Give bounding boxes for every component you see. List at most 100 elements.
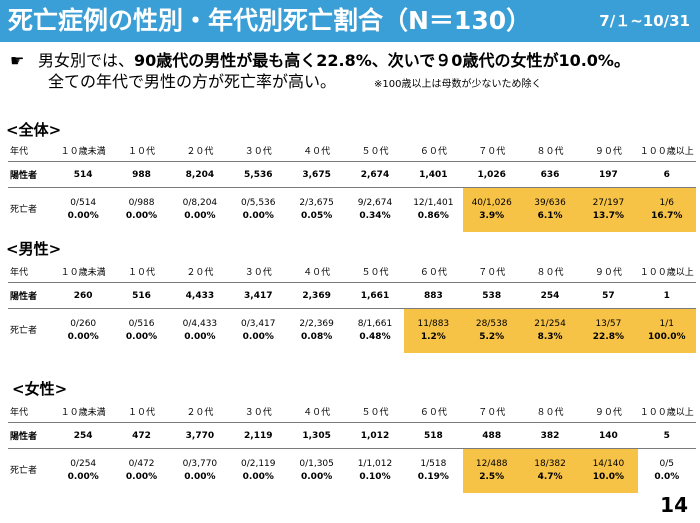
death-cell: 39/636 6.1% (520, 187, 580, 232)
positive-count-row: 陽性者 260 516 4,433 3,417 2,369 1,661 883 538 254 57… (8, 282, 696, 309)
page-number: 14 (660, 493, 688, 517)
death-fraction: 27/197 (592, 198, 625, 208)
row-header-positive: 陽性者 (8, 161, 54, 188)
death-fraction: 0/2,119 (240, 459, 276, 469)
death-cell: 13/57 22.8% (579, 308, 638, 353)
death-cell: 0/254 0.00% (54, 449, 112, 494)
positive-count-cell: 260 (54, 282, 113, 309)
age-header-cell: ６０代 (404, 261, 463, 283)
row-header-death: 死亡者 (10, 204, 38, 215)
death-fraction: 0/8,204 (182, 198, 218, 208)
positive-count-cell: 3,770 (170, 422, 230, 449)
row-header-positive: 陽性者 (8, 282, 54, 309)
death-rate: 0.00% (67, 472, 99, 482)
death-fraction: 21/254 (534, 319, 566, 329)
age-header-cell: ３０代 (229, 261, 288, 283)
age-header-cell: ５０代 (345, 261, 405, 283)
death-rate: 3.9% (479, 211, 505, 221)
death-fraction: 0/260 (70, 319, 97, 329)
death-rate: 0.00% (67, 211, 99, 221)
death-fraction: 0/514 (70, 198, 97, 208)
death-cell: 0/2,119 0.00% (229, 449, 287, 494)
death-cell: 18/382 4.7% (520, 448, 580, 493)
death-fraction: 13/57 (595, 319, 622, 329)
age-header-row: 年代 １０歳未満 １０代 ２０代 ３０代 ４０代 ５０代 ６０代 ７０代 ８０代 ９０代 １００歳以上 (8, 401, 696, 423)
positive-count-cell: 197 (579, 161, 638, 188)
death-rate: 22.8% (592, 332, 625, 342)
death-cell: 9/2,674 0.34% (346, 188, 404, 233)
positive-count-cell: 636 (520, 161, 580, 188)
death-rate: 6.1% (537, 211, 563, 221)
death-cell: 1/518 0.19% (404, 449, 462, 494)
death-fraction: 0/1,305 (299, 459, 334, 469)
death-cell: 11/883 1.2% (404, 308, 463, 353)
age-header-cell: ４０代 (287, 401, 346, 423)
death-rate: 0.34% (359, 211, 391, 221)
death-fraction: 1/518 (420, 459, 447, 469)
positive-count-cell: 1,401 (404, 161, 463, 188)
death-fraction: 8/1,661 (357, 319, 393, 329)
death-rate: 0.48% (359, 332, 391, 342)
death-rate: 5.2% (479, 332, 505, 342)
death-cell: 0/4,433 0.00% (171, 309, 229, 354)
death-cell: 8/1,661 0.48% (346, 309, 404, 354)
death-fraction: 40/1,026 (471, 198, 512, 208)
death-fraction: 0/516 (128, 319, 155, 329)
death-fraction: 14/140 (592, 459, 625, 469)
death-cell: 0/1,305 0.00% (287, 449, 345, 494)
summary-conclusion: 全ての年代で男性の方が死亡率が高い。 (48, 72, 337, 91)
row-header-positive: 陽性者 (8, 422, 54, 449)
death-rate: 0.0% (654, 472, 680, 482)
death-fraction: 12/488 (475, 459, 508, 469)
age-header-cell: ４０代 (287, 261, 346, 283)
death-cell: 0/5 0.0% (638, 449, 696, 494)
row-header-death: 死亡者 (10, 465, 38, 476)
age-header-cell: ８０代 (520, 261, 580, 283)
death-cell: 27/197 13.7% (579, 187, 638, 232)
death-fraction: 0/3,770 (182, 459, 218, 469)
death-rate: 0.08% (301, 332, 333, 342)
positive-count-cell: 3,417 (229, 282, 288, 309)
death-rate: 0.00% (301, 472, 333, 482)
positive-count-cell: 6 (637, 161, 696, 188)
death-cell: 0/514 0.00% (54, 188, 112, 233)
age-header-cell: １０代 (112, 401, 171, 423)
positive-count-cell: 8,204 (170, 161, 230, 188)
positive-count-cell: 2,119 (229, 422, 288, 449)
page-title: 死亡症例の性別・年代別死亡割合（N＝130） (8, 6, 532, 35)
table-male: 年代 １０歳未満 １０代 ２０代 ３０代 ４０代 ５０代 ６０代 ７０代 ８０代 ９０代 １００歳以上… (8, 261, 696, 353)
death-rate: 0.10% (359, 472, 391, 482)
death-fraction: 9/2,674 (357, 198, 393, 208)
summary-text: ☛ 男女別では、90歳代の男性が最も高く22.8%、次いで９0歳代の女性が10.0… (10, 50, 690, 95)
death-cell: 0/8,204 0.00% (171, 188, 229, 233)
pointing-hand-icon: ☛ (10, 51, 25, 70)
death-fraction: 18/382 (534, 459, 566, 469)
death-cell: 28/538 5.2% (462, 308, 521, 353)
death-cell: 0/988 0.00% (112, 188, 170, 233)
death-rate: 0.00% (125, 211, 158, 221)
age-header-cell: １００歳以上 (637, 261, 696, 283)
table-all: 年代 １０歳未満 １０代 ２０代 ３０代 ４０代 ５０代 ６０代 ７０代 ８０代 ９０代 １００歳以上… (8, 140, 696, 232)
death-cell: 1/6 16.7% (637, 187, 696, 232)
age-header-cell: ３０代 (229, 401, 288, 423)
death-fraction: 0/5,536 (240, 198, 276, 208)
positive-count-cell: 883 (404, 282, 463, 309)
section-label-all: <全体> (6, 121, 62, 139)
age-header-cell: ３０代 (229, 140, 288, 162)
death-row: 死亡者 0/260 0.00% 0/516 0.00% 0/4,433 0.00% 0/3,4… (8, 308, 696, 354)
positive-count-cell: 516 (112, 282, 171, 309)
death-rate: 0.00% (125, 472, 158, 482)
positive-count-cell: 514 (54, 161, 113, 188)
row-header-age: 年代 (8, 401, 54, 423)
death-rate: 8.3% (537, 332, 563, 342)
death-rate: 0.05% (301, 211, 333, 221)
row-header-death: 死亡者 (10, 325, 38, 336)
age-header-cell: ２０代 (170, 261, 230, 283)
title-banner: 死亡症例の性別・年代別死亡割合（N＝130） 7/１~10/31 (0, 0, 700, 42)
summary-line-1: ☛ 男女別では、90歳代の男性が最も高く22.8%、次いで９0歳代の女性が10.0… (10, 50, 690, 71)
age-header-cell: ９０代 (579, 140, 638, 162)
row-header-age: 年代 (8, 261, 54, 283)
death-rate: 100.0% (648, 332, 686, 342)
age-header-cell: ９０代 (579, 261, 638, 283)
age-header-cell: ２０代 (170, 401, 230, 423)
